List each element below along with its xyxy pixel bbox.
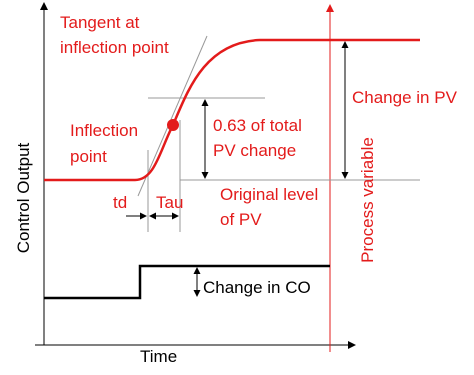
y2-label: Process variable [358,137,377,263]
annotation: td [113,193,127,212]
annotation: Tangent at [60,13,140,32]
dimension-arrows [126,41,349,297]
x-label: Time [140,347,177,366]
annotation: Tau [156,193,183,212]
annotation: Change in PV [352,88,458,107]
annotation: 0.63 of total [213,116,302,135]
annotation: PV change [213,141,296,160]
annotation: Inflection [70,121,138,140]
inflection-point [167,119,179,131]
annotation: Change in CO [203,278,311,297]
y-label: Control Output [14,142,33,253]
pv-curve [44,38,420,182]
annotation: point [70,147,107,166]
annotation: of PV [220,210,262,229]
co-step [44,264,330,300]
annotation: Original level [220,185,318,204]
annotation: inflection point [60,38,169,57]
